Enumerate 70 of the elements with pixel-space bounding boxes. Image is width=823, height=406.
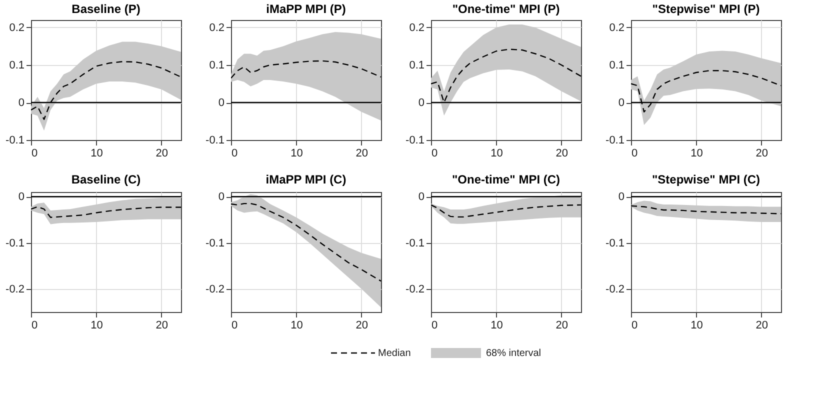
chart-title: "Stepwise" MPI (C)	[652, 172, 760, 187]
y-tick-label: 0.1	[409, 60, 424, 72]
x-tick-label: 0	[32, 320, 38, 332]
x-tick-label: 10	[490, 320, 503, 332]
x-tick-label: 20	[356, 148, 368, 160]
y-tick-label: -0.2	[606, 283, 624, 296]
x-tick-label: 10	[490, 148, 503, 160]
y-tick-label: 0.2	[609, 22, 624, 34]
y-tick-label: -0.1	[406, 134, 424, 146]
text: 68% interval	[486, 348, 542, 359]
line-series	[631, 205, 781, 214]
line-series	[431, 48, 581, 104]
y-tick-label: -0.1	[206, 237, 224, 250]
y-tick-label: 0	[18, 191, 24, 204]
x-tick-label: 20	[356, 320, 368, 332]
line-series	[31, 206, 181, 218]
x-tick-label: 0	[632, 148, 638, 160]
y-tick-label: 0.2	[209, 22, 224, 34]
line-series	[231, 202, 381, 282]
x-tick-label: 10	[690, 148, 703, 160]
x-tick-label: 20	[156, 320, 168, 332]
x-tick-label: 10	[290, 148, 303, 160]
x-tick-label: 0	[232, 320, 238, 332]
line-series	[431, 204, 581, 218]
chart-title: "One-time" MPI (P)	[452, 2, 560, 16]
x-tick-label: 0	[432, 148, 438, 160]
x-tick-label: 0	[232, 148, 238, 160]
legend-label: Median	[378, 348, 411, 359]
line-series	[631, 70, 781, 112]
y-tick-label: -0.1	[406, 237, 424, 250]
x-tick-label: 20	[756, 320, 768, 332]
y-tick-label: -0.1	[606, 134, 624, 146]
y-tick-label: 0	[18, 97, 24, 109]
y-tick-label: 0.1	[609, 60, 624, 72]
x-tick-label: 0	[432, 320, 438, 332]
y-tick-label: 0	[618, 191, 624, 204]
y-tick-label: 0	[418, 97, 424, 109]
y-tick-label: 0	[618, 97, 624, 109]
x-tick-label: 10	[90, 320, 103, 332]
y-tick-label: 0.2	[9, 22, 24, 34]
chart-title: iMaPP MPI (P)	[266, 2, 346, 16]
y-tick-label: -0.1	[606, 237, 624, 250]
y-tick-label: -0.2	[6, 283, 24, 296]
x-tick-label: 10	[90, 148, 103, 160]
x-tick-label: 10	[290, 320, 303, 332]
y-tick-label: -0.1	[6, 134, 24, 146]
x-tick-label: 20	[556, 148, 568, 160]
line-series	[231, 60, 381, 79]
x-tick-label: 0	[632, 320, 638, 332]
x-tick-label: 20	[756, 148, 768, 160]
chart-title: iMaPP MPI (C)	[266, 172, 346, 187]
y-tick-label: -0.1	[6, 237, 24, 250]
y-tick-label: -0.1	[206, 134, 224, 146]
chart-title: "One-time" MPI (C)	[452, 172, 560, 187]
y-tick-label: 0	[218, 191, 224, 204]
chart-title: Baseline (C)	[71, 172, 141, 187]
x-tick-label: 0	[32, 148, 38, 160]
y-tick-label: 0.2	[409, 22, 424, 34]
chart-title: "Stepwise" MPI (P)	[652, 2, 760, 16]
y-tick-label: 0	[218, 97, 224, 109]
y-tick-label: 0	[418, 191, 424, 204]
x-tick-label: 10	[690, 320, 703, 332]
y-tick-label: -0.2	[406, 283, 424, 296]
x-tick-label: 20	[556, 320, 568, 332]
line-series	[31, 61, 181, 120]
y-tick-label: 0.1	[209, 60, 224, 72]
y-tick-label: 0.1	[9, 60, 24, 72]
x-tick-label: 20	[156, 148, 168, 160]
chart-title: Baseline (P)	[72, 2, 140, 16]
y-tick-label: -0.2	[206, 283, 224, 296]
